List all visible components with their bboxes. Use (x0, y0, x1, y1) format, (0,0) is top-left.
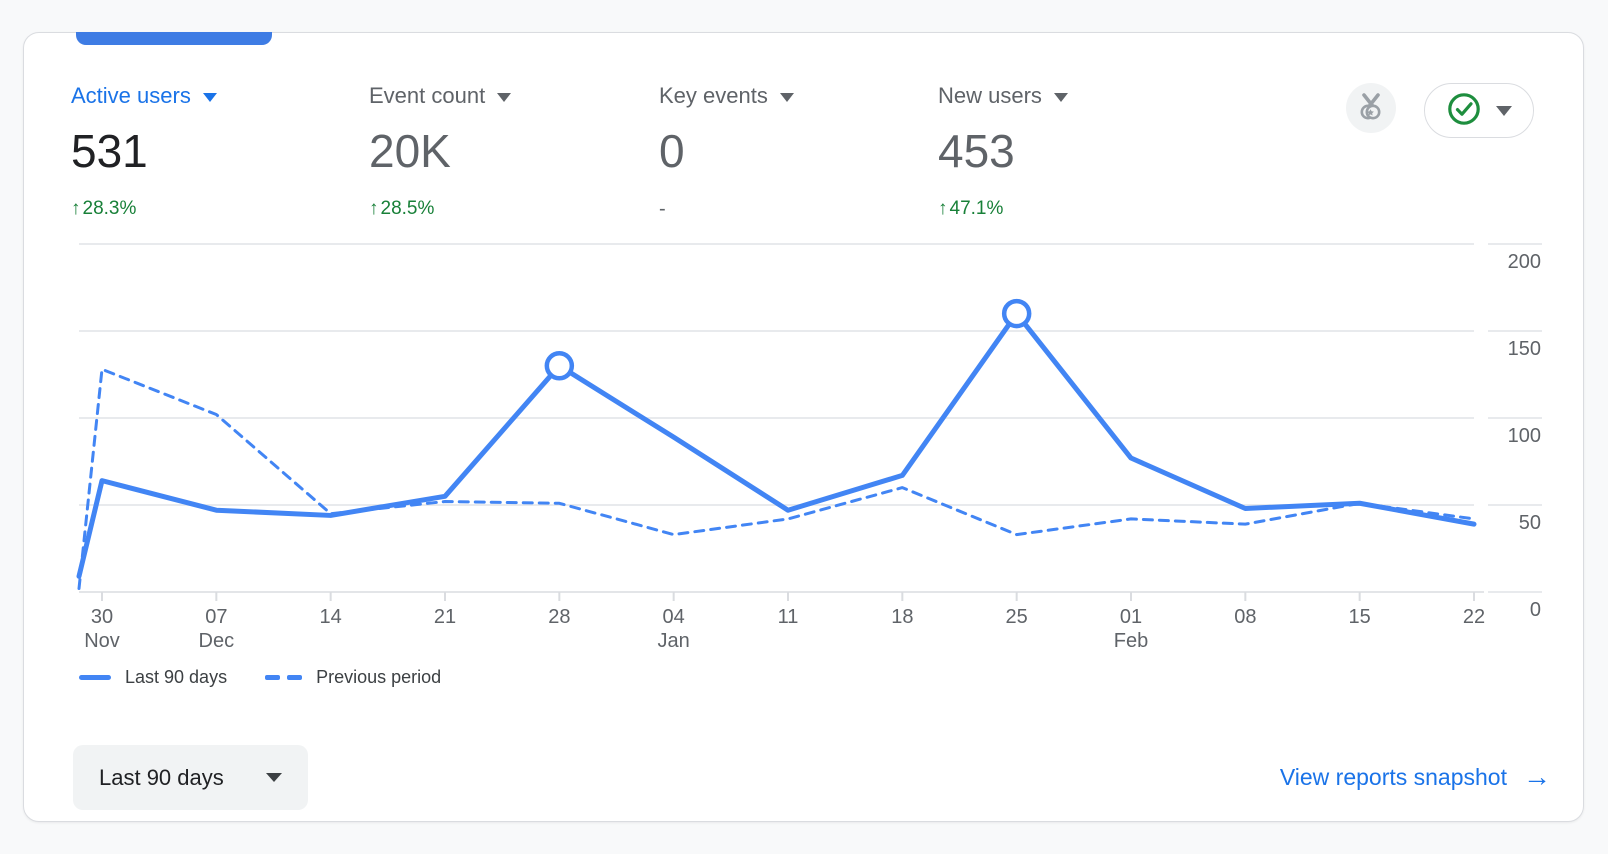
y-axis-label: 100 (1508, 425, 1541, 447)
legend-item-current: Last 90 days (79, 667, 227, 688)
x-axis-label-day: 11 (778, 606, 799, 628)
x-axis-label-day: 14 (320, 606, 342, 628)
metric-label: Key events (659, 83, 768, 108)
delta-value: 47.1% (949, 198, 1004, 219)
metric-delta: ↑ 28.5% (369, 198, 511, 220)
highlighted-point (1001, 298, 1032, 329)
series-solid (76, 311, 1477, 579)
y-axis-label: 150 (1508, 338, 1541, 360)
x-axis-label-day: 08 (1234, 606, 1256, 628)
metric-selector-new-users[interactable]: New users (938, 83, 1068, 109)
legend-label: Last 90 days (125, 667, 228, 687)
x-axis-label-month: Feb (1114, 630, 1148, 652)
metric-value: 0 (659, 125, 685, 177)
metric-selector-active-users[interactable]: Active users (71, 83, 217, 109)
x-axis-label-month: Nov (84, 630, 120, 652)
metric-label: New users (938, 83, 1042, 108)
metric-label: Active users (71, 83, 191, 108)
metric-selector-key-events[interactable]: Key events (659, 83, 794, 109)
arrow-up-icon: ↑ (938, 198, 948, 219)
arrow-right-icon: → (1523, 761, 1551, 792)
highlighted-point (544, 351, 575, 381)
metric-key-events: Key events 0 - (659, 83, 794, 220)
chevron-down-icon (1053, 93, 1068, 102)
x-axis-label-day: 28 (548, 606, 570, 628)
arrow-up-icon: ↑ (369, 198, 379, 219)
legend-item-previous: Previous period (265, 667, 441, 688)
x-axis-label-day: 01 (1120, 606, 1142, 628)
benchmarking-button[interactable] (1346, 83, 1396, 133)
x-axis-label-day: 15 (1349, 606, 1371, 628)
metric-delta: ↑ 28.3% (71, 198, 217, 220)
metric-value: 20K (369, 125, 451, 177)
metric-value: 531 (71, 125, 148, 177)
metric-event-count: Event count 20K ↑ 28.5% (369, 83, 512, 220)
x-axis-label-day: 21 (434, 606, 456, 628)
series-dashed (77, 367, 1476, 591)
metric-delta: - (659, 198, 794, 220)
link-label: View reports snapshot (1279, 763, 1507, 790)
y-axis-label: 200 (1508, 251, 1541, 273)
solid-line-icon (79, 675, 111, 680)
date-range-dropdown[interactable]: Last 90 days (73, 745, 308, 810)
metric-selector-event-count[interactable]: Event count (369, 83, 512, 109)
metric-new-users: New users 453 ↑ 47.1% (938, 83, 1068, 220)
x-axis-label-day: 22 (1463, 606, 1485, 628)
x-axis-label-day: 04 (663, 606, 685, 628)
delta-value: - (659, 198, 666, 220)
chevron-down-icon (779, 93, 794, 102)
y-axis-label: 0 (1530, 599, 1541, 621)
y-axis-label: 50 (1519, 512, 1541, 534)
active-tab-indicator (76, 32, 272, 45)
dashed-line-icon (265, 675, 303, 680)
metric-label: Event count (369, 83, 486, 108)
view-reports-snapshot-link[interactable]: View reports snapshot → (1280, 763, 1551, 791)
chevron-down-icon (266, 773, 282, 782)
legend-label: Previous period (316, 667, 442, 687)
arrow-up-icon: ↑ (71, 198, 81, 219)
x-axis-label-day: 25 (1006, 606, 1028, 628)
chevron-down-icon (202, 93, 217, 102)
metric-delta: ↑ 47.1% (938, 198, 1068, 220)
date-range-label: Last 90 days (99, 764, 224, 790)
x-axis-label-month: Dec (199, 630, 235, 652)
check-circle-icon (1446, 91, 1482, 130)
data-quality-button[interactable] (1424, 83, 1534, 138)
delta-value: 28.3% (82, 198, 137, 219)
x-axis-label-day: 07 (205, 606, 227, 628)
overview-card: Active users 531 ↑ 28.3% Event count 20K… (23, 32, 1584, 822)
metric-active-users: Active users 531 ↑ 28.3% (71, 83, 217, 220)
x-axis-label-month: Jan (658, 630, 690, 652)
delta-value: 28.5% (380, 198, 435, 219)
chevron-down-icon (497, 93, 512, 102)
chevron-down-icon (1496, 105, 1512, 116)
x-axis-label-day: 30 (91, 606, 113, 628)
medal-icon (1356, 92, 1386, 125)
metric-value: 453 (938, 125, 1015, 177)
x-axis-label-day: 18 (891, 606, 913, 628)
chart-legend: Last 90 days Previous period (79, 667, 441, 688)
